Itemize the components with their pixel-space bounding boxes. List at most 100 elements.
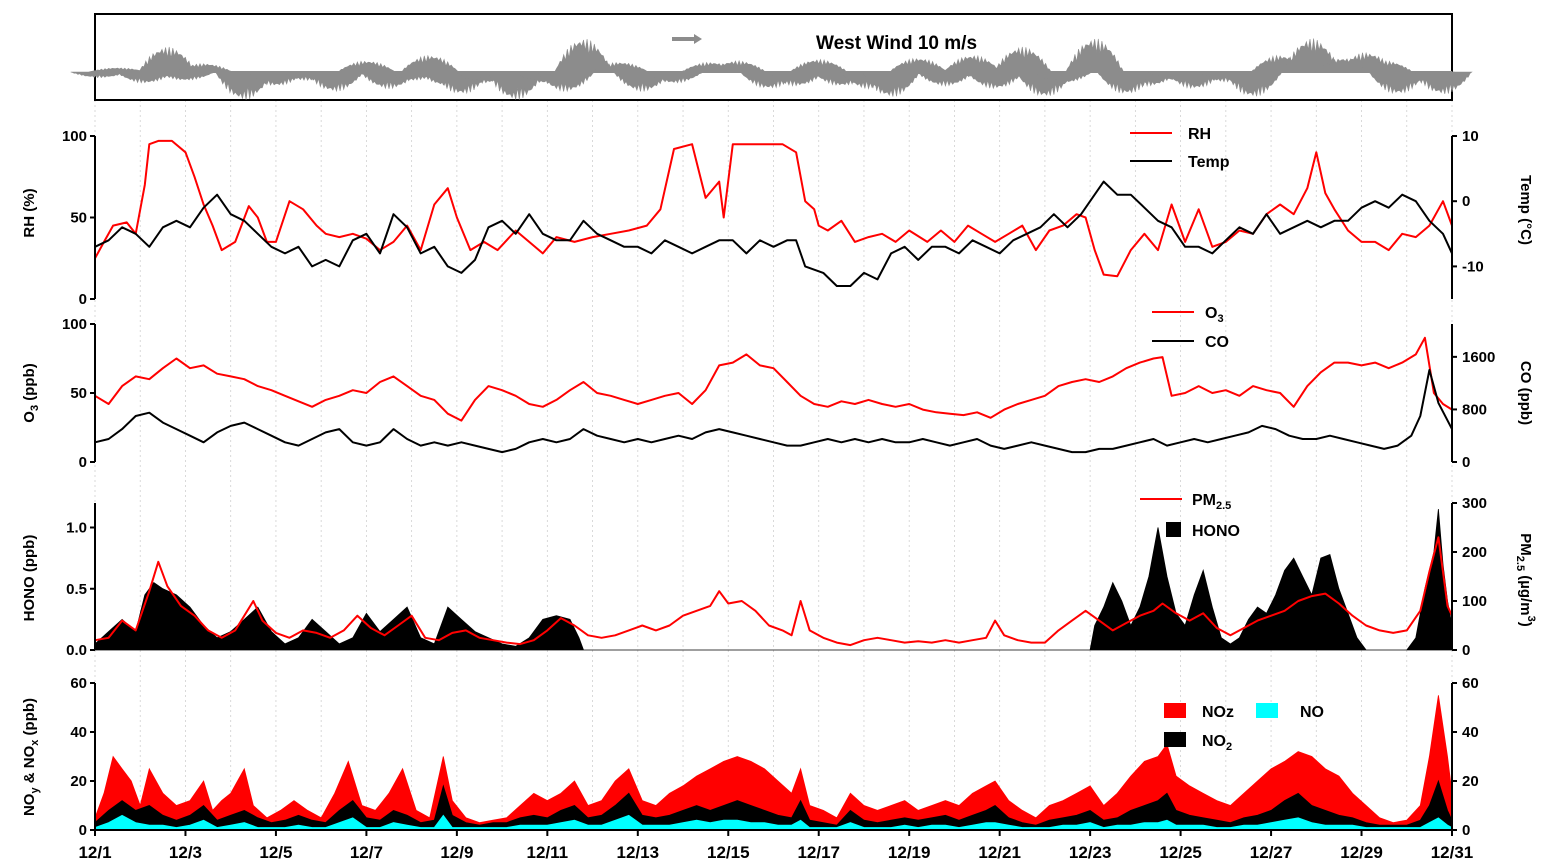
series-rh-line: [94, 139, 1453, 278]
wind-vector-4: [156, 71, 216, 81]
wind-scale-arrow: [672, 34, 702, 44]
series-co-line: [94, 369, 1453, 454]
hono_pm-right-tick-label-1: 100: [1462, 593, 1487, 610]
legend-noz-swatch: [1164, 703, 1186, 718]
noy_nox-series-group: [94, 695, 1453, 831]
noy_nox-left-tick-label-2: 40: [70, 724, 87, 741]
date-gridlines: [94, 100, 1453, 830]
rh_temp-right-tick-label-2: 10: [1462, 128, 1479, 145]
noy_nox-right-tick-label-2: 40: [1462, 724, 1479, 741]
legend-no2-swatch: [1164, 732, 1186, 747]
noy_nox-left-tick-label-0: 0: [79, 822, 87, 839]
wind-vector-2: [115, 71, 175, 84]
wind-vector-panel: West Wind 10 m/s: [70, 13, 1473, 101]
pm25-axis-title-main: PM: [1517, 533, 1534, 556]
rh_temp-left-tick-label-1: 50: [70, 210, 87, 227]
panel-hono_pm: 0.0 0.5 1.0 0 100 200 300: [66, 495, 1487, 659]
series-o3-line: [94, 336, 1453, 422]
x-tick-label-3: 12/7: [350, 843, 383, 862]
legend-no-label: NO: [1300, 704, 1324, 721]
legend-rh-label: RH: [1188, 126, 1211, 143]
o3_co-left-tick-label-2: 100: [62, 316, 87, 333]
hono_pm-left-tick-label-1: 0.5: [66, 581, 87, 598]
legend-no2-sub: 2: [1226, 741, 1232, 753]
noy_nox-right-tick-label-0: 0: [1462, 822, 1470, 839]
legend-pm25-label: PM2.5: [1192, 492, 1231, 512]
hono_pm-right-tick-label-3: 300: [1462, 495, 1487, 512]
wind-vector-10: [337, 60, 397, 73]
co-axis-title: CO (ppb): [1517, 361, 1534, 425]
wind-vector-1: [88, 67, 147, 73]
hono-pm-legend: PM2.5 HONO: [1140, 492, 1240, 540]
noy-nox-axis-title: NOy & NOx (ppb): [21, 698, 41, 816]
x-tick-label-1: 12/3: [169, 843, 202, 862]
o3-axis-title-sub: 3: [29, 405, 41, 411]
wind-vector-3: [137, 46, 197, 73]
wind-vector-50: [1354, 60, 1414, 73]
x-axis-date-labels: 12/1 12/3 12/5 12/7 12/9 12/11 12/13 12/15 12/17…: [78, 830, 1473, 862]
wind-vector-33: [915, 71, 975, 88]
panel-o3_co: 0 50 100 0 800 1600: [62, 316, 1495, 471]
wind-vector-34: [942, 54, 1003, 73]
rh_temp-right-tick-label-0: -10: [1462, 258, 1484, 275]
temp-axis-title: Temp (°C): [1517, 175, 1534, 245]
o3-axis-title-main: O: [21, 411, 38, 423]
pm25-axis-title-unit: (µg/m: [1517, 571, 1534, 615]
x-tick-label-8: 12/17: [797, 843, 840, 862]
panel-rh_temp: 0 50 100 -10 0 10: [62, 128, 1484, 308]
wind-vector-19: [535, 71, 595, 93]
wind-vector-28: [788, 58, 848, 73]
legend-no2-label: NO2: [1202, 733, 1232, 753]
wind-vector-45: [1223, 71, 1283, 97]
rh-temp-legend: RH Temp: [1130, 126, 1230, 171]
wind-vector-17: [486, 71, 545, 100]
noy-title-unit: (ppb): [21, 698, 38, 740]
pm25-axis-title-close: ): [1517, 622, 1534, 627]
wind-scale-label: West Wind 10 m/s: [816, 33, 977, 54]
wind-vector-9: [305, 71, 365, 93]
legend-o3-label: O3: [1205, 305, 1224, 325]
wind-vector-47: [1282, 38, 1342, 73]
wind-vector-21: [589, 62, 649, 73]
o3-axis-title: O3 (ppb): [21, 363, 41, 422]
series-temp-line: [94, 180, 1453, 287]
legend-o3-main: O: [1205, 305, 1217, 322]
series-hono-area: [94, 509, 1453, 651]
hono_pm-series-group: [94, 509, 1453, 651]
legend-o3-sub: 3: [1217, 313, 1223, 325]
x-tick-label-6: 12/13: [617, 843, 660, 862]
pm25-axis-title-sub: 2.5: [1514, 556, 1526, 571]
legend-hono-label: HONO: [1192, 523, 1240, 540]
legend-temp-label: Temp: [1188, 154, 1230, 171]
x-tick-label-12: 12/25: [1159, 843, 1202, 862]
noy-title-a: NO: [21, 793, 38, 816]
wind-vector-36: [992, 46, 1052, 73]
hono_pm-right-tick-label-0: 0: [1462, 642, 1470, 659]
wind-vector-5: [173, 63, 233, 73]
o3_co-right-tick-label-2: 1600: [1462, 349, 1495, 366]
pm25-axis-title: PM2.5 (µg/m3): [1514, 533, 1537, 626]
rh_temp-left-tick-label-0: 0: [79, 291, 87, 308]
rh_temp-series-group: [94, 139, 1453, 287]
legend-no2-main: NO: [1202, 733, 1226, 750]
rh_temp-left-tick-label-2: 100: [62, 128, 87, 145]
wind-vector-35: [965, 71, 1025, 90]
legend-co-label: CO: [1205, 334, 1229, 351]
o3_co-left-tick-label-1: 50: [70, 385, 87, 402]
o3-co-legend: O3 CO: [1152, 305, 1229, 351]
noy_nox-left-tick-label-3: 60: [70, 675, 87, 692]
wind-vector-39: [1065, 38, 1124, 73]
series-no-area: [94, 814, 1453, 831]
rh_temp-right-tick-label-1: 0: [1462, 193, 1470, 210]
o3_co-left-tick-label-0: 0: [79, 454, 87, 471]
o3_co-right-tick-label-1: 800: [1462, 401, 1487, 418]
hono-axis-title: HONO (ppb): [21, 535, 38, 622]
x-tick-label-10: 12/21: [978, 843, 1021, 862]
wind-vector-53: [1413, 71, 1473, 94]
o3-axis-title-unit: (ppb): [21, 363, 38, 405]
x-tick-label-9: 12/19: [888, 843, 931, 862]
wind-vector-27: [766, 71, 826, 87]
x-tick-label-11: 12/23: [1069, 843, 1112, 862]
pm25-axis-title-sup: 3: [1525, 616, 1537, 622]
